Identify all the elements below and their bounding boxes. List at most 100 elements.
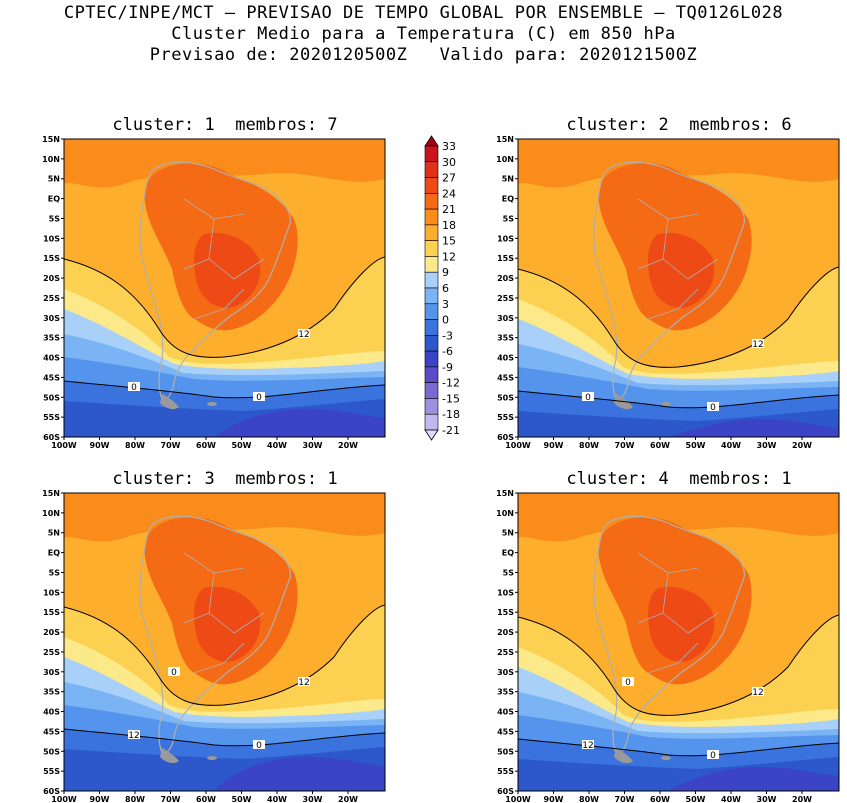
country-borders (183, 198, 265, 320)
lat-label: 15N (496, 135, 514, 144)
colorbar-segment (424, 398, 439, 415)
map-frame (517, 138, 840, 438)
temp-fill-m9-m6 (214, 756, 385, 791)
lat-label: 5N (48, 529, 60, 538)
country-borders (637, 198, 719, 320)
lat-label: 15N (42, 489, 60, 498)
contour-0 (64, 728, 385, 747)
colorbar-label: 27 (442, 172, 456, 185)
lon-label: 100W (505, 795, 531, 803)
contour-label: 12 (298, 329, 310, 340)
colorbar-label: 33 (442, 140, 456, 153)
lon-label: 30W (757, 795, 777, 803)
lat-label: 40S (43, 708, 60, 717)
lat-label: 40S (497, 354, 514, 363)
header-line-1: CPTEC/INPE/MCT – PREVISAO DE TEMPO GLOBA… (63, 3, 784, 23)
tierra-del-fuego (614, 748, 633, 764)
lat-label: 50S (43, 747, 60, 756)
lat-label: 45S (497, 727, 514, 736)
svg-text:12: 12 (298, 330, 309, 340)
lat-label: 10N (42, 155, 60, 164)
colorbar-label: -12 (442, 377, 460, 390)
svg-text:12: 12 (752, 340, 763, 350)
lat-label: 25S (497, 648, 514, 657)
lat-label: 20S (43, 628, 60, 637)
lon-label: 80W (125, 795, 145, 803)
contour-label: 12 (128, 730, 140, 741)
lon-label: 80W (125, 441, 145, 450)
lon-label: 20W (792, 795, 812, 803)
lat-label: 60S (497, 433, 514, 442)
contour-12 (518, 614, 839, 716)
lat-label: 20S (43, 274, 60, 283)
temp-fill-18-21 (518, 139, 839, 188)
lat-label: 25S (43, 294, 60, 303)
lon-label: 70W (161, 795, 181, 803)
lat-label: 40S (43, 354, 60, 363)
contour-12 (64, 256, 385, 358)
contour-label: 12 (582, 740, 594, 751)
header-line-3: Previsao de: 2020120500Z Valido para: 20… (149, 45, 698, 65)
lat-label: EQ (502, 549, 514, 558)
lat-label: 15N (42, 135, 60, 144)
lat-label: 60S (43, 787, 60, 796)
temp-fill-18-21 (64, 139, 385, 188)
colorbar-segment (424, 145, 439, 163)
colorbar-label: 9 (442, 266, 449, 279)
colorbar-label: 21 (442, 203, 456, 216)
lon-label: 90W (90, 795, 110, 803)
lon-label: 70W (615, 441, 635, 450)
svg-text:0: 0 (171, 668, 177, 678)
svg-text:0: 0 (710, 751, 716, 761)
lat-label: 35S (43, 688, 60, 697)
temp-fill-m9-m6 (668, 766, 839, 791)
lon-label: 50W (686, 795, 706, 803)
panel-4-title: cluster: 4 membros: 1 (566, 469, 792, 489)
lon-label: 80W (579, 795, 599, 803)
lat-label: 10S (497, 234, 514, 243)
lon-label: 100W (51, 441, 77, 450)
lat-label: 55S (43, 767, 60, 776)
lat-label: 30S (497, 314, 514, 323)
lat-label: 10S (43, 234, 60, 243)
lat-label: 35S (497, 688, 514, 697)
lat-label: 5S (503, 568, 515, 577)
colorbar-label: 0 (442, 314, 449, 327)
lat-label: 50S (497, 393, 514, 402)
lon-label: 100W (505, 441, 531, 450)
temp-fill-m9-m6 (668, 418, 839, 437)
map-frame (63, 138, 386, 438)
colorbar-label: 3 (442, 298, 449, 311)
falkland-islands (207, 756, 217, 760)
falkland-islands (661, 402, 671, 406)
lat-label: 5S (49, 568, 61, 577)
lon-label: 40W (267, 795, 287, 803)
contour-label: 0 (707, 402, 719, 413)
lat-label: 45S (43, 727, 60, 736)
lat-label: 5N (48, 175, 60, 184)
lat-label: 5S (503, 214, 515, 223)
colorbar-segment (424, 429, 439, 441)
lon-label: 60W (196, 441, 216, 450)
lon-label: 80W (579, 441, 599, 450)
colorbar-segment (424, 271, 439, 289)
panel-1-title: cluster: 1 membros: 7 (112, 115, 338, 135)
lon-label: 70W (161, 441, 181, 450)
contour-label: 0 (707, 750, 719, 761)
lat-label: 15S (43, 608, 60, 617)
lat-label: 35S (497, 334, 514, 343)
coastline-south-america (139, 161, 291, 400)
colorbar-label: 6 (442, 282, 449, 295)
svg-text:12: 12 (752, 688, 763, 698)
contour-0 (518, 390, 839, 409)
lat-label: 25S (43, 648, 60, 657)
lat-label: EQ (48, 549, 60, 558)
lat-label: 60S (43, 433, 60, 442)
lat-label: 55S (497, 413, 514, 422)
lat-label: 15S (497, 254, 514, 263)
lon-label: 60W (196, 795, 216, 803)
colorbar-label: 24 (442, 187, 456, 200)
falkland-islands (661, 756, 671, 760)
lat-label: 5S (49, 214, 61, 223)
